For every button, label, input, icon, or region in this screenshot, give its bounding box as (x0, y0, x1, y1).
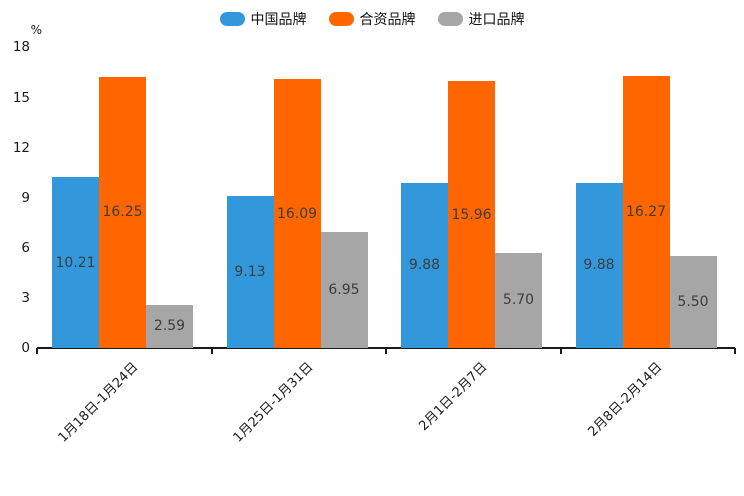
bar-china-brand: 9.88 (401, 183, 448, 348)
y-tick-label: 3 (21, 289, 30, 306)
bar-china-brand: 9.13 (226, 195, 274, 348)
legend-item-joint-venture-brand[interactable]: 合资品牌 (328, 9, 416, 29)
y-axis-unit-label: % (30, 23, 42, 37)
bar-value-label: 6.95 (328, 281, 360, 298)
bar-value-label: 9.88 (583, 257, 615, 274)
bar-joint-venture-brand: 16.27 (622, 76, 670, 348)
bar-value-label: 2.59 (153, 318, 186, 335)
bar-china-brand: 9.88 (575, 183, 623, 348)
axis-tick (559, 348, 562, 354)
bar-import-brand: 2.59 (146, 304, 193, 348)
bar-value-label: 9.88 (408, 257, 441, 274)
axis-tick (36, 348, 38, 354)
bar-value-label: 5.70 (502, 292, 535, 309)
legend-swatch-icon (437, 12, 463, 26)
bar-import-brand: 5.50 (669, 256, 717, 348)
bar-joint-venture-brand: 15.96 (448, 81, 495, 348)
bar-value-label: 16.27 (625, 204, 667, 221)
axis-tick (734, 348, 736, 354)
y-tick-label: 18 (12, 39, 30, 56)
bar-value-label: 5.50 (677, 294, 709, 311)
x-axis-line (37, 346, 735, 349)
legend-label: 中国品牌 (250, 12, 307, 28)
bar-value-label: 9.13 (234, 263, 266, 280)
legend-item-china-brand[interactable]: 中国品牌 (219, 9, 307, 29)
axis-tick (385, 348, 387, 354)
bar-import-brand: 6.95 (320, 231, 368, 348)
bar-value-label: 15.96 (451, 206, 492, 223)
bar-import-brand: 5.70 (495, 252, 542, 348)
y-tick-label: 0 (21, 340, 30, 356)
x-tick-label: 2月1日-2月7日 (416, 359, 491, 434)
bar-value-label: 10.21 (55, 254, 96, 271)
legend-swatch-icon (328, 12, 354, 26)
bar-value-label: 16.09 (276, 205, 318, 222)
legend-label: 合资品牌 (359, 12, 416, 28)
bar-joint-venture-brand: 16.25 (99, 76, 146, 348)
bar-joint-venture-brand: 16.09 (273, 79, 321, 348)
legend-label: 进口品牌 (468, 12, 525, 28)
x-tick-label: 1月25日-1月31日 (230, 359, 317, 446)
bar-value-label: 16.25 (102, 204, 143, 221)
axis-tick (210, 348, 213, 354)
y-tick-label: 15 (12, 89, 30, 106)
y-tick-label: 6 (21, 239, 30, 256)
legend-item-import-brand[interactable]: 进口品牌 (437, 9, 525, 29)
legend-swatch-icon (219, 12, 245, 26)
x-tick-label: 1月18日-1月24日 (55, 359, 142, 446)
chart-legend: 中国品牌 合资品牌 进口品牌 (0, 9, 744, 29)
y-tick-label: 12 (12, 139, 30, 156)
y-tick-label: 9 (21, 189, 30, 206)
bar-china-brand: 10.21 (52, 177, 99, 348)
x-tick-label: 2月8日-2月14日 (585, 359, 666, 440)
